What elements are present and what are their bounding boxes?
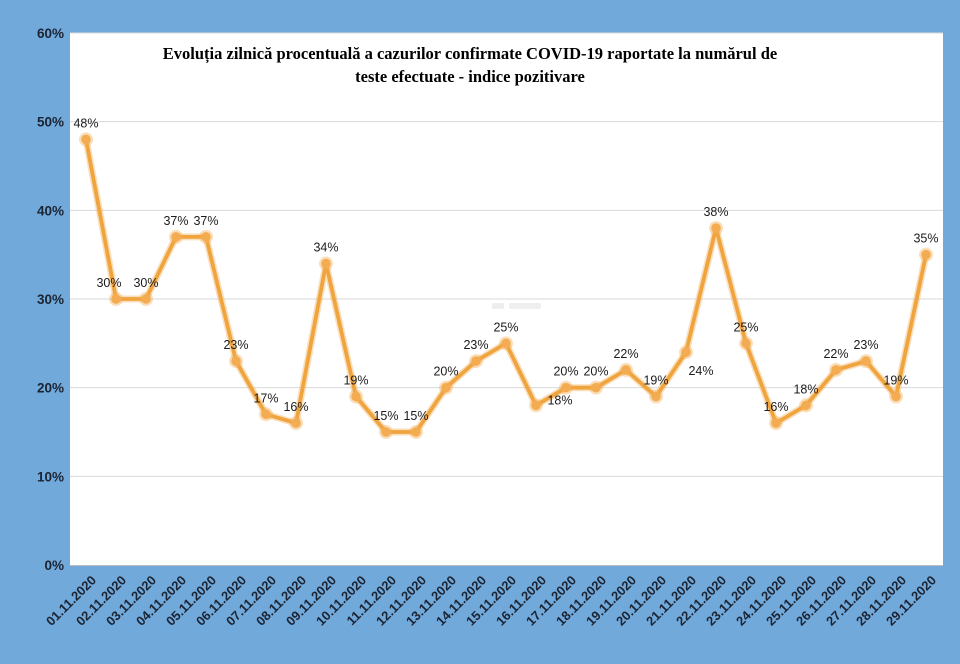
data-point-label: 30%	[133, 276, 158, 290]
data-point	[441, 382, 451, 393]
data-point-label: 20%	[583, 365, 608, 379]
data-point-label: 20%	[553, 365, 578, 379]
chart-title: Evoluția zilnică procentuală a cazurilor…	[70, 42, 870, 88]
data-point	[891, 391, 901, 402]
data-point	[681, 347, 691, 358]
watermark	[492, 303, 541, 309]
data-point	[201, 232, 211, 242]
data-point-label: 35%	[913, 232, 938, 246]
data-point	[231, 356, 241, 366]
data-point-label: 16%	[283, 400, 308, 414]
data-point-label: 15%	[403, 409, 428, 423]
data-point	[711, 223, 721, 233]
data-point	[651, 391, 661, 402]
data-point	[351, 391, 361, 402]
y-axis-tick-label: 10%	[37, 469, 64, 484]
y-axis-tick-label: 30%	[37, 292, 64, 307]
data-point	[141, 294, 151, 304]
data-point-label: 23%	[853, 338, 878, 352]
data-point-label: 38%	[703, 205, 728, 219]
data-point-label: 22%	[823, 347, 848, 361]
data-point	[501, 338, 511, 349]
data-point-label: 15%	[373, 409, 398, 423]
data-point	[381, 427, 391, 437]
data-point	[771, 418, 781, 428]
data-point	[621, 365, 631, 375]
y-axis-tick-label: 40%	[37, 203, 64, 218]
data-point-label: 30%	[96, 276, 121, 290]
data-point-label: 19%	[883, 374, 908, 388]
data-point-label: 17%	[253, 391, 278, 405]
chart-title-line1: Evoluția zilnică procentuală a cazurilor…	[162, 44, 778, 63]
data-point	[291, 418, 301, 428]
data-point	[801, 400, 811, 411]
data-point	[261, 409, 271, 420]
data-point-label: 19%	[643, 374, 668, 388]
data-point	[861, 356, 871, 366]
data-point	[321, 258, 331, 269]
data-point	[531, 400, 541, 411]
y-axis-tick-label: 50%	[37, 115, 64, 130]
y-axis-tick-label: 0%	[44, 558, 64, 573]
data-point-label: 34%	[313, 241, 338, 255]
chart-title-line2: teste efectuate - indice pozitivare	[355, 67, 585, 86]
data-point-label: 18%	[547, 393, 572, 407]
data-point	[591, 382, 601, 393]
data-point-label: 24%	[688, 364, 713, 378]
data-point-label: 37%	[193, 214, 218, 228]
data-point	[471, 356, 481, 366]
y-axis-tick-label: 20%	[37, 381, 64, 396]
data-point-label: 16%	[763, 400, 788, 414]
data-point-label: 23%	[463, 338, 488, 352]
data-point	[741, 338, 751, 349]
data-point-label: 25%	[493, 320, 518, 334]
data-point-label: 20%	[433, 365, 458, 379]
data-point-label: 25%	[733, 320, 758, 334]
data-point-label: 18%	[793, 382, 818, 396]
data-point	[81, 134, 91, 145]
data-point	[411, 427, 421, 437]
data-point-label: 22%	[613, 347, 638, 361]
data-point	[831, 365, 841, 375]
data-point-label: 23%	[223, 338, 248, 352]
y-axis-tick-label: 60%	[37, 26, 64, 41]
data-point	[561, 382, 571, 393]
data-point	[921, 249, 931, 260]
data-point	[171, 232, 181, 242]
data-point	[111, 294, 121, 304]
data-point-label: 48%	[73, 116, 98, 130]
data-point-label: 37%	[163, 214, 188, 228]
data-point-label: 19%	[343, 374, 368, 388]
